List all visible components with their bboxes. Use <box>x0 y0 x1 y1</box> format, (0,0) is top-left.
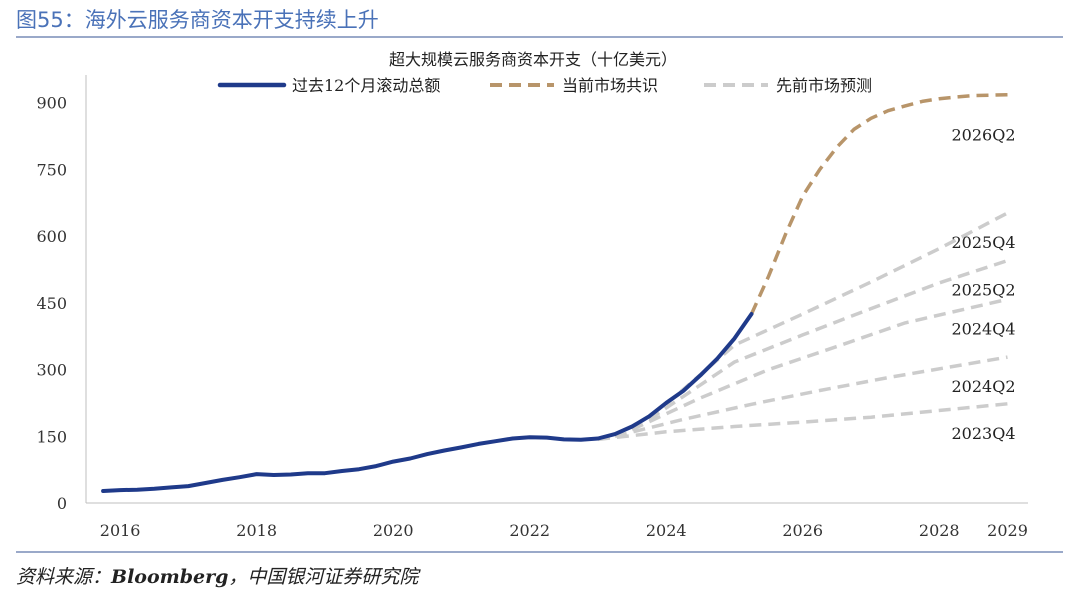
legend-label: 先前市场预测 <box>776 76 872 95</box>
y-tick-label: 750 <box>36 160 67 179</box>
source-suffix: ，中国银河证券研究院 <box>228 566 419 588</box>
series-labels: 2025Q4 2025Q2 2024Q4 2024Q2 2023Q4 2026Q2 <box>952 126 1016 443</box>
x-tick-label: 2028 <box>919 521 960 540</box>
top-rule <box>16 36 1063 38</box>
series-label: 2023Q4 <box>952 424 1016 443</box>
figure-title: 图55：海外云服务商资本开支持续上升 <box>16 8 379 32</box>
x-tick-label: 2018 <box>236 521 277 540</box>
source-note: 资料来源：Bloomberg，中国银河证券研究院 <box>16 562 418 589</box>
x-tick-label: 2029 <box>987 521 1028 540</box>
source-prefix: 资料来源： <box>16 566 112 588</box>
series-label: 2024Q4 <box>952 319 1016 338</box>
y-tick-label: 150 <box>36 427 67 446</box>
y-tick-label: 0 <box>57 494 67 513</box>
y-tick-label: 600 <box>36 227 67 246</box>
source-brand: Bloomberg <box>111 566 229 588</box>
legend-label: 当前市场共识 <box>562 76 658 95</box>
series-line-2024q2 <box>614 355 1008 438</box>
series-label: 2025Q4 <box>952 233 1016 252</box>
series-line-2024q4 <box>631 297 1008 432</box>
series-layer <box>101 92 1009 493</box>
legend: 过去12个月滚动总额 当前市场共识 先前市场预测 <box>217 76 872 95</box>
bottom-rule <box>16 551 1063 553</box>
series-line-2023q4 <box>597 402 1008 442</box>
series-label: 2024Q2 <box>952 377 1016 396</box>
x-tick-label: 2016 <box>100 521 141 540</box>
x-axis-ticks: 2016 2018 2020 2022 2024 2026 2028 2029 <box>100 521 1028 540</box>
y-tick-label: 900 <box>36 94 67 113</box>
chart-title: 超大规模云服务商资本开支（十亿美元） <box>389 50 677 69</box>
series-label: 2025Q2 <box>952 281 1016 300</box>
x-tick-label: 2024 <box>646 521 687 540</box>
series-line-2025q2 <box>648 258 1009 421</box>
x-tick-label: 2020 <box>373 521 414 540</box>
series-line-2025q4 <box>665 211 1009 406</box>
series-label: 2026Q2 <box>952 126 1016 145</box>
y-tick-label: 450 <box>36 294 67 313</box>
y-axis-ticks: 0 150 300 450 600 750 900 <box>36 94 67 513</box>
x-tick-label: 2026 <box>782 521 823 540</box>
series-line-actual <box>101 312 754 493</box>
series-line-2026q2 <box>749 92 1008 315</box>
y-tick-label: 300 <box>36 361 67 380</box>
x-tick-label: 2022 <box>509 521 550 540</box>
legend-label: 过去12个月滚动总额 <box>292 76 440 95</box>
